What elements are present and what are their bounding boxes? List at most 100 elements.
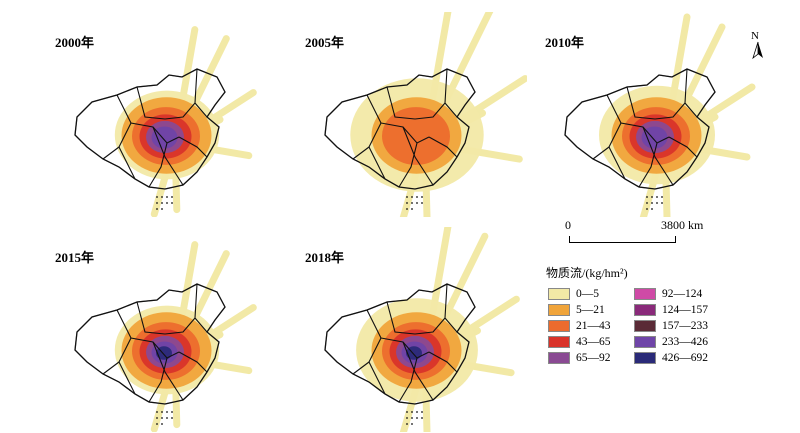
province-boundary [402, 341, 434, 401]
province-boundary [352, 361, 370, 375]
island-dot [646, 202, 648, 204]
legend-label: 426—692 [662, 352, 708, 364]
island-dot [161, 196, 163, 198]
legend-label: 233—426 [662, 336, 708, 348]
province-boundary [136, 86, 166, 120]
legend-label: 124—157 [662, 304, 708, 316]
island-dot [421, 202, 423, 204]
scale-bar: 0 3800 km [555, 218, 725, 248]
legend-swatch [634, 288, 656, 300]
island-dot [156, 196, 158, 198]
legend-swatch [548, 288, 570, 300]
province-boundary [638, 142, 658, 188]
island-dot [416, 196, 418, 198]
province-boundary [178, 136, 208, 158]
island-dot [166, 411, 168, 413]
province-boundary [148, 357, 168, 403]
legend-item: 426—692 [634, 350, 734, 366]
island-dot [646, 196, 648, 198]
province-boundary [386, 86, 416, 120]
island-dot [156, 417, 158, 419]
province-boundary [592, 146, 610, 160]
china-flow-map [74, 241, 257, 432]
year-label: 2010年 [545, 35, 585, 50]
province-boundary [668, 136, 698, 158]
china-flow-map [324, 12, 527, 217]
china-boundary [324, 283, 476, 405]
island-dot [406, 423, 408, 425]
legend-item: 65—92 [548, 350, 628, 366]
province-boundary [152, 341, 184, 401]
china-boundary [74, 283, 226, 405]
china-flow-map [564, 13, 756, 217]
legend-label: 65—92 [576, 352, 611, 364]
province-boundary [626, 86, 656, 120]
island-dot [411, 196, 413, 198]
legend-title: 物质流/(kg/hm²) [546, 266, 628, 280]
province-boundary [428, 351, 458, 373]
year-label: 2015年 [55, 250, 95, 265]
island-dot [156, 423, 158, 425]
island-dot [646, 208, 648, 210]
legend-item: 43—65 [548, 334, 628, 350]
island-dot [661, 202, 663, 204]
island-dot [156, 202, 158, 204]
province-boundary [102, 146, 120, 160]
map-panel-2010: 2010年 [527, 12, 767, 217]
island-dot [406, 417, 408, 419]
province-boundary [102, 361, 120, 375]
island-dot [421, 196, 423, 198]
legend: 物质流/(kg/hm²) 0—5 92—124 5—21 124—157 21—43 15… [546, 264, 796, 374]
north-arrow: N [750, 30, 766, 60]
legend-swatch [634, 336, 656, 348]
island-dot [651, 208, 653, 210]
legend-label: 0—5 [576, 288, 599, 300]
province-boundary [414, 102, 446, 120]
legend-label: 43—65 [576, 336, 611, 348]
legend-swatch [634, 320, 656, 332]
legend-label: 92—124 [662, 288, 703, 300]
island-dot [411, 423, 413, 425]
province-boundary [136, 301, 166, 335]
island-dot [416, 202, 418, 204]
legend-swatch [548, 336, 570, 348]
china-boundary [564, 68, 716, 190]
legend-item: 92—124 [634, 286, 734, 302]
island-dot [406, 196, 408, 198]
island-dot [411, 411, 413, 413]
island-dot [171, 417, 173, 419]
province-boundary [164, 102, 196, 120]
map-panel-2018: 2018年 [287, 227, 527, 432]
island-dot [406, 202, 408, 204]
year-label: 2018年 [305, 250, 345, 265]
legend-label: 21—43 [576, 320, 611, 332]
island-dot [416, 411, 418, 413]
island-dot [161, 411, 163, 413]
scale-max: 3800 km [661, 218, 704, 232]
legend-item: 0—5 [548, 286, 628, 302]
province-boundary [164, 317, 196, 335]
legend-item: 157—233 [634, 318, 734, 334]
legend-swatch [548, 320, 570, 332]
island-dot [156, 411, 158, 413]
province-boundary [414, 317, 446, 335]
north-label: N [751, 30, 759, 42]
china-flow-map [74, 26, 257, 217]
map-panel-2000: 2000年 [37, 12, 277, 217]
island-dot [161, 417, 163, 419]
province-boundary [428, 136, 458, 158]
island-dot [166, 196, 168, 198]
island-dot [651, 202, 653, 204]
island-dot [406, 411, 408, 413]
island-dot [661, 196, 663, 198]
province-boundary [352, 146, 370, 160]
china-boundary [324, 68, 476, 190]
china-boundary [74, 68, 226, 190]
legend-swatch [548, 352, 570, 364]
scale-line [569, 236, 676, 243]
province-boundary [178, 351, 208, 373]
north-arrow-icon [752, 41, 763, 60]
year-label: 2000年 [55, 35, 95, 50]
flow-zone [382, 107, 450, 165]
legend-swatch [634, 352, 656, 364]
